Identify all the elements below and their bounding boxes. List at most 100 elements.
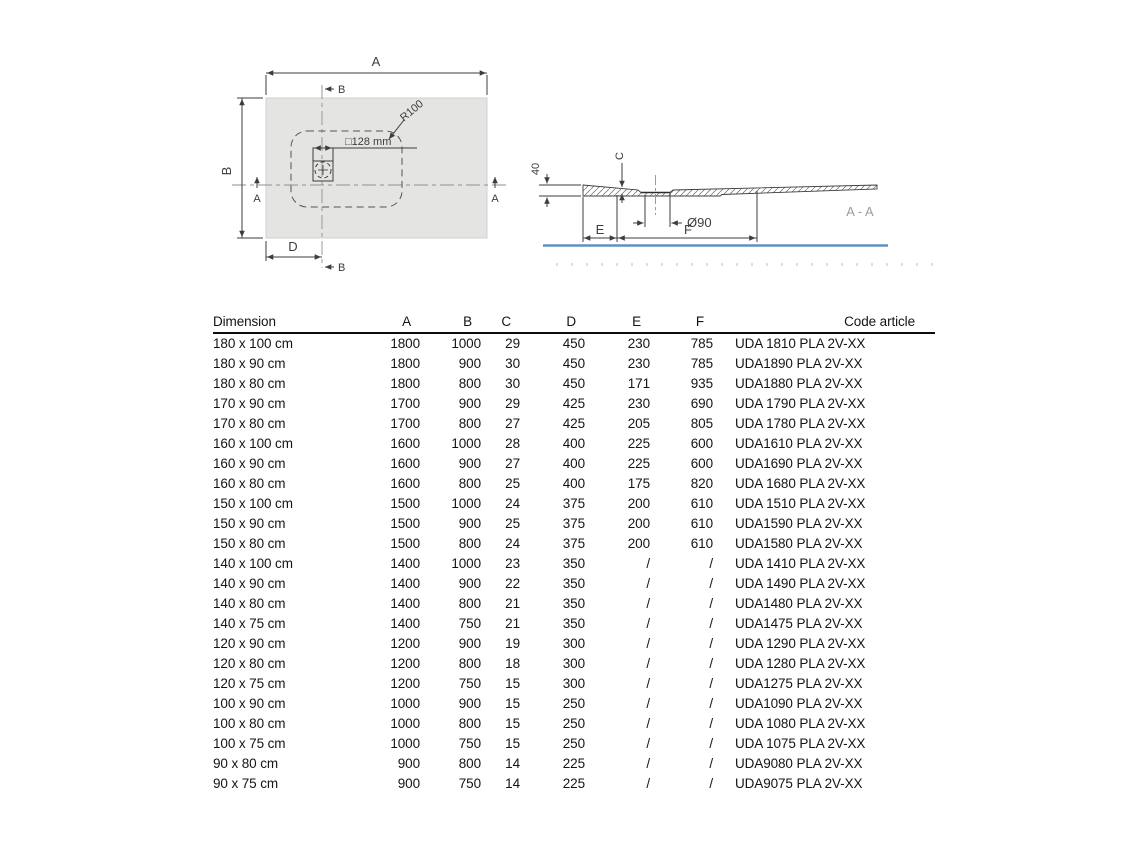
- table-cell: 610: [690, 536, 713, 551]
- table-cell: 27: [505, 456, 520, 471]
- faint-caption-remnant: [556, 263, 944, 266]
- table-row: 140 x 75 cm 1400 750 21 350 / / UDA1475 PLA 2V-…: [213, 614, 935, 634]
- table-cell: 230: [627, 396, 650, 411]
- table-cell: 1000: [451, 436, 481, 451]
- table-cell: 800: [458, 416, 481, 431]
- table-row: 180 x 80 cm 1800 800 30 450 171 935 UDA1880 PLA…: [213, 374, 935, 394]
- column-header-f: F: [695, 314, 704, 329]
- table-cell: 900: [458, 396, 481, 411]
- dim-b-label: B: [219, 167, 234, 176]
- centerlines: [232, 85, 507, 268]
- table-row: 90 x 75 cm 900 750 14 225 / / UDA9075 PLA 2V-XX: [213, 774, 935, 794]
- table-cell: UDA 1490 PLA 2V-XX: [735, 576, 866, 591]
- table-cell: 375: [562, 516, 585, 531]
- table-cell: /: [709, 676, 713, 691]
- table-cell: 785: [690, 356, 713, 371]
- table-cell: 90 x 80 cm: [213, 756, 279, 771]
- table-cell: 100 x 80 cm: [213, 716, 286, 731]
- table-cell: UDA 1790 PLA 2V-XX: [735, 396, 866, 411]
- table-cell: 200: [627, 536, 650, 551]
- table-cell: 19: [505, 636, 520, 651]
- table-cell: 140 x 90 cm: [213, 576, 286, 591]
- table-cell: 180 x 80 cm: [213, 376, 286, 391]
- table-cell: 180 x 100 cm: [213, 336, 293, 351]
- table-cell: 18: [505, 656, 520, 671]
- table-row: 100 x 90 cm 1000 900 15 250 / / UDA1090 PLA 2V-…: [213, 694, 935, 714]
- table-cell: 400: [562, 476, 585, 491]
- table-cell: 14: [505, 776, 520, 791]
- table-cell: 230: [627, 356, 650, 371]
- column-header-e: E: [632, 314, 641, 329]
- table-cell: UDA 1680 PLA 2V-XX: [735, 476, 866, 491]
- section-a-left-label: A: [253, 193, 261, 205]
- table-cell: 27: [505, 416, 520, 431]
- table-cell: 1700: [390, 396, 420, 411]
- table-row: 140 x 80 cm 1400 800 21 350 / / UDA1480 PLA 2V-…: [213, 594, 935, 614]
- dimensions-table: Dimension A B C D E F Code article 180 x 100 cm…: [213, 312, 935, 794]
- table-cell: 1500: [390, 536, 420, 551]
- table-cell: 800: [458, 536, 481, 551]
- table-cell: 450: [562, 336, 585, 351]
- table-cell: 170 x 90 cm: [213, 396, 286, 411]
- dimension-drain-diameter: [633, 193, 682, 227]
- table-cell: 1400: [390, 576, 420, 591]
- radius-callout: [388, 119, 405, 140]
- table-cell: 1000: [451, 496, 481, 511]
- table-cell: 750: [458, 736, 481, 751]
- column-header-d: D: [566, 314, 576, 329]
- table-cell: UDA 1510 PLA 2V-XX: [735, 496, 866, 511]
- table-cell: 1000: [451, 556, 481, 571]
- table-cell: 250: [562, 696, 585, 711]
- table-cell: UDA1610 PLA 2V-XX: [735, 436, 863, 451]
- table-cell: /: [646, 616, 650, 631]
- section-name-label: A - A: [846, 204, 874, 219]
- dim-e-label: E: [596, 222, 605, 237]
- table-cell: 900: [458, 576, 481, 591]
- table-cell: /: [646, 596, 650, 611]
- table-cell: UDA1275 PLA 2V-XX: [735, 676, 863, 691]
- table-cell: 750: [458, 676, 481, 691]
- table-cell: 1800: [390, 376, 420, 391]
- table-cell: 120 x 80 cm: [213, 656, 286, 671]
- table-cell: /: [709, 636, 713, 651]
- table-cell: 805: [690, 416, 713, 431]
- tray-section-profile: [582, 184, 878, 197]
- table-cell: 160 x 90 cm: [213, 456, 286, 471]
- table-cell: 25: [505, 476, 520, 491]
- table-row: 160 x 80 cm 1600 800 25 400 175 820 UDA 1680 PL…: [213, 474, 935, 494]
- table-row: 100 x 75 cm 1000 750 15 250 / / UDA 1075 PLA 2V…: [213, 734, 935, 754]
- table-cell: 610: [690, 516, 713, 531]
- table-cell: UDA 1075 PLA 2V-XX: [735, 736, 866, 751]
- table-cell: /: [709, 596, 713, 611]
- dim-f-label: F: [684, 222, 692, 237]
- table-cell: UDA9080 PLA 2V-XX: [735, 756, 863, 771]
- table-cell: /: [646, 636, 650, 651]
- table-cell: 100 x 90 cm: [213, 696, 286, 711]
- table-cell: 150 x 90 cm: [213, 516, 286, 531]
- table-cell: 450: [562, 356, 585, 371]
- table-cell: 820: [690, 476, 713, 491]
- table-row: 150 x 90 cm 1500 900 25 375 200 610 UDA1590 PLA…: [213, 514, 935, 534]
- table-cell: 400: [562, 456, 585, 471]
- table-cell: 1500: [390, 516, 420, 531]
- table-cell: 160 x 80 cm: [213, 476, 286, 491]
- table-cell: /: [709, 776, 713, 791]
- table-cell: 800: [458, 656, 481, 671]
- table-cell: 800: [458, 596, 481, 611]
- table-cell: 1600: [390, 456, 420, 471]
- table-row: 120 x 75 cm 1200 750 15 300 / / UDA1275 PLA 2V-…: [213, 674, 935, 694]
- table-row: 170 x 80 cm 1700 800 27 425 205 805 UDA 1780 PL…: [213, 414, 935, 434]
- table-cell: UDA1880 PLA 2V-XX: [735, 376, 863, 391]
- table-row: 120 x 80 cm 1200 800 18 300 / / UDA 1280 PLA 2V…: [213, 654, 935, 674]
- table-header-row: Dimension A B C D E F Code article: [213, 312, 935, 334]
- table-body: 180 x 100 cm 1800 1000 29 450 230 785 UDA 1810 …: [213, 334, 935, 794]
- table-cell: /: [646, 756, 650, 771]
- table-cell: 90 x 75 cm: [213, 776, 279, 791]
- table-cell: 750: [458, 776, 481, 791]
- table-cell: 225: [562, 776, 585, 791]
- table-cell: 29: [505, 396, 520, 411]
- table-cell: 225: [627, 436, 650, 451]
- table-cell: 120 x 75 cm: [213, 676, 286, 691]
- table-cell: 375: [562, 536, 585, 551]
- table-cell: /: [646, 696, 650, 711]
